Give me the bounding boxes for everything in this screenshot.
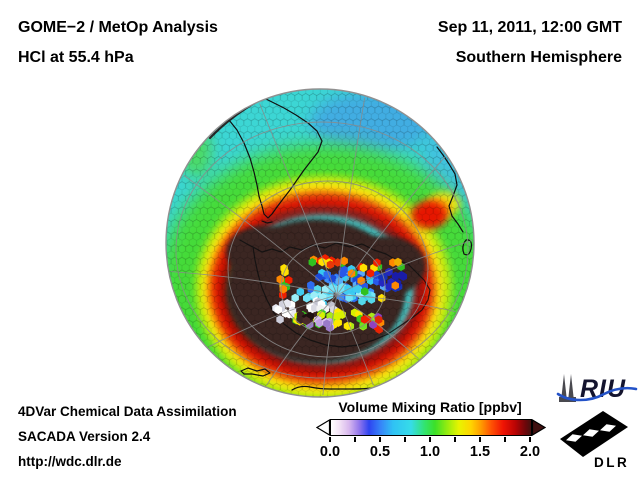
observation-hex-cell xyxy=(335,276,344,286)
colorbar-ticks xyxy=(329,437,531,443)
graticule xyxy=(170,97,473,396)
observation-hex-cell xyxy=(385,282,394,291)
colorbar-tick-label: 2.0 xyxy=(519,444,541,460)
version-label: SACADA Version 2.4 xyxy=(18,429,151,444)
observation-hex-cell xyxy=(359,263,368,273)
observation-hex-cell xyxy=(391,271,400,281)
dlr-logo-text: DLR xyxy=(594,455,629,470)
product-species-level: HCl at 55.4 hPa xyxy=(18,49,134,66)
colorbar-tick xyxy=(354,437,356,442)
observation-hex-cell xyxy=(374,315,383,325)
observation-hex-cell xyxy=(315,318,324,328)
riu-logo-graphic: RIU xyxy=(556,374,638,403)
observation-hex-cell xyxy=(285,275,293,285)
meridian-line xyxy=(322,294,338,396)
observation-hex-cell xyxy=(291,293,299,303)
colorbar-tick-label: 0.0 xyxy=(319,444,341,460)
analysis-datetime: Sep 11, 2011, 12:00 GMT xyxy=(437,19,622,36)
observation-hex-cell xyxy=(302,293,311,303)
colorbar-tick-label: 0.5 xyxy=(369,444,391,460)
observation-hex-cell xyxy=(328,283,336,293)
colorbar-tick xyxy=(479,437,481,442)
datetime-block: Sep 11, 2011, 12:00 GMT Southern Hemisph… xyxy=(438,13,622,73)
observation-hex-cell xyxy=(397,271,406,280)
colorbar-tick xyxy=(529,437,531,442)
observation-hex-cell xyxy=(333,311,342,321)
colorbar-tick xyxy=(454,437,456,442)
observation-hex-cell xyxy=(280,263,288,273)
colorbar: Volume Mixing Ratio [ppbv] 0.0 0.5 1.0 1.5 2… xyxy=(316,399,546,471)
colorbar-left-arrow xyxy=(316,419,330,436)
observation-hex-cell xyxy=(302,316,311,326)
dlr-logo: DLR xyxy=(558,409,634,471)
colorbar-tick-label: 1.0 xyxy=(419,444,441,460)
latitude-circle-50s xyxy=(227,180,429,358)
assimilation-label: 4DVar Chemical Data Assimilation xyxy=(18,404,237,419)
colorbar-title: Volume Mixing Ratio [ppbv] xyxy=(338,399,522,415)
observation-hex-cell xyxy=(352,284,361,294)
meridian-line xyxy=(336,294,374,386)
meridian-line xyxy=(266,294,338,386)
colorbar-tick xyxy=(379,437,381,442)
meridian-line xyxy=(170,271,338,296)
observation-hex-cell xyxy=(360,287,369,296)
colorbar-tick xyxy=(429,437,431,442)
observation-hex-cell xyxy=(357,276,365,285)
observation-hex-cell xyxy=(366,276,375,286)
observation-hex-cell xyxy=(363,315,372,324)
observation-hex-cell xyxy=(274,305,283,315)
observation-hex-cell xyxy=(358,296,366,306)
observation-hex-cell xyxy=(338,269,346,278)
colorbar-tick xyxy=(504,437,506,442)
url-label: http://wdc.dlr.de xyxy=(18,454,122,469)
meridian-line xyxy=(336,294,419,360)
product-name: GOME−2 / MetOp Analysis xyxy=(18,19,218,36)
observation-hex-cell xyxy=(391,281,399,290)
observation-hex-cell xyxy=(326,260,335,269)
meridian-line xyxy=(208,294,338,348)
credits-block: 4DVar Chemical Data Assimilation SACADA … xyxy=(18,399,237,474)
colorbar-right-arrow xyxy=(532,419,546,436)
meridian-lines xyxy=(170,97,473,396)
meridian-line xyxy=(336,156,446,296)
meridian-line xyxy=(336,97,366,296)
colorbar-tick xyxy=(404,437,406,442)
riu-logo: RIU xyxy=(556,371,640,409)
colorbar-row xyxy=(316,419,546,436)
dlr-logo-graphic: DLR xyxy=(560,411,629,470)
riu-swoosh xyxy=(556,386,638,402)
meridian-line xyxy=(336,240,473,296)
map-field xyxy=(166,89,474,397)
latitude-circle-30s xyxy=(175,121,469,379)
observation-hex-cell xyxy=(394,257,402,267)
colorbar-tick xyxy=(329,437,331,442)
meridian-line xyxy=(183,175,338,296)
observation-hex-cell xyxy=(296,287,305,297)
observation-hex-cell xyxy=(366,269,375,278)
observation-hex-cell xyxy=(276,315,284,324)
dlr-emblem-diamonds xyxy=(566,424,616,442)
hemisphere-label: Southern Hemisphere xyxy=(455,49,622,66)
product-title-block: GOME−2 / MetOp Analysis HCl at 55.4 hPa xyxy=(18,13,218,73)
colorbar-tick-labels: 0.0 0.5 1.0 1.5 2.0 xyxy=(320,444,540,462)
observation-hex-cell xyxy=(283,298,291,308)
colorbar-tick-label: 1.5 xyxy=(469,444,491,460)
observation-hex-cell xyxy=(308,257,317,267)
globe-rim xyxy=(165,88,475,398)
meridian-line xyxy=(336,294,456,313)
latitude-circle-70s xyxy=(280,241,386,335)
observation-hex-cell xyxy=(323,270,331,279)
observation-hex-cell xyxy=(323,319,331,329)
observation-hex-cell xyxy=(344,284,352,293)
observation-hex-cell xyxy=(318,257,326,267)
colorbar-gradient xyxy=(330,419,532,436)
observation-hex-cell xyxy=(315,273,323,282)
observation-hex-cell xyxy=(340,256,348,266)
observation-hex-cell xyxy=(333,258,342,267)
meridian-line xyxy=(259,103,338,296)
